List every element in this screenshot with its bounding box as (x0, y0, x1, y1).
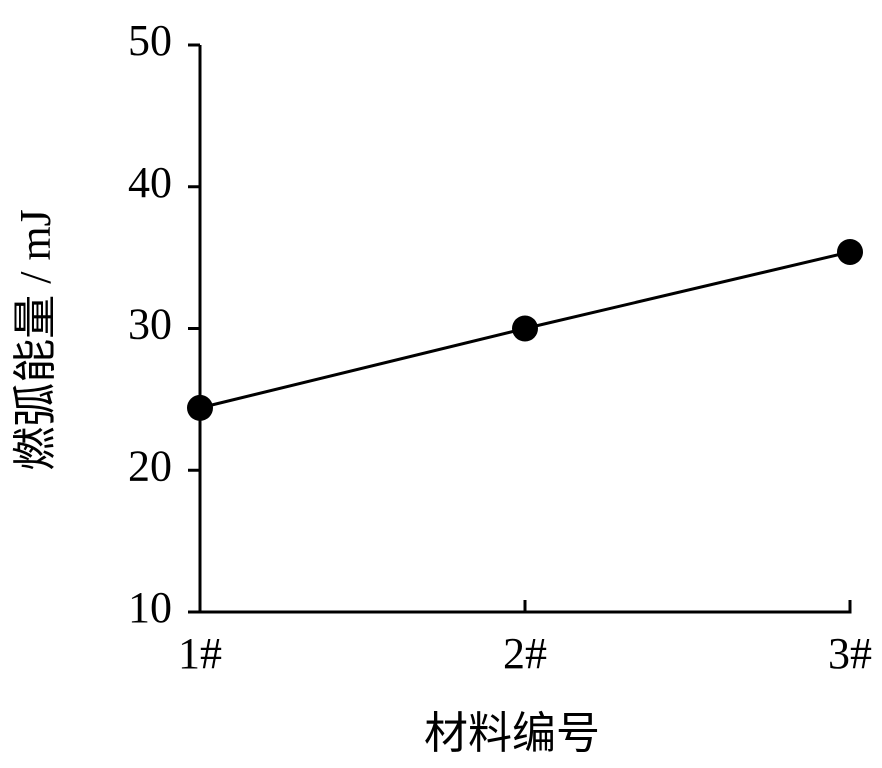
y-tick-label: 30 (128, 300, 172, 349)
x-tick-label: 1# (178, 629, 222, 678)
data-point (837, 238, 863, 265)
x-tick-label: 2# (503, 629, 547, 678)
y-tick-label: 50 (128, 16, 172, 65)
data-point (187, 394, 213, 421)
x-axis-title: 材料编号 (424, 709, 600, 758)
y-axis-title: 燃弧能量 / mJ (11, 209, 60, 471)
y-tick-label: 20 (128, 441, 172, 490)
x-tick-label: 3# (828, 629, 872, 678)
data-point (512, 315, 538, 342)
y-tick-label: 40 (128, 158, 172, 207)
y-tick-label: 10 (128, 583, 172, 632)
